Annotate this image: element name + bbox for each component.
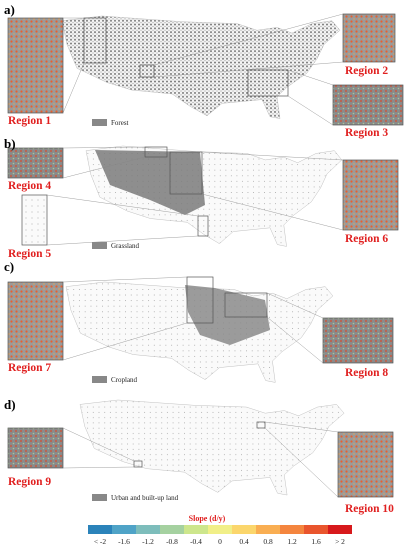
- colorbar-label: > 2: [335, 537, 345, 546]
- region-label: Region 4: [8, 180, 51, 192]
- region-label: Region 7: [8, 362, 51, 374]
- colorbar-swatch: [208, 525, 232, 534]
- colorbar-swatch: [328, 525, 352, 534]
- map: [61, 15, 341, 120]
- colorbar-label: 0.8: [263, 537, 273, 546]
- panel-d: d) Region 9 Region 10 Urban and built-up…: [4, 397, 394, 515]
- colorbar-swatch: [88, 525, 112, 534]
- region-label: Region 3: [345, 127, 388, 139]
- colorbar-label: 0: [218, 537, 222, 546]
- colorbar: Slope (d/y) < -2 -1.6 -1.2 -0.8 -0.4 0 0.4 0.8 1…: [88, 514, 352, 546]
- panel-a: a) Region 1 Region 2 Region 3 Forest: [4, 2, 404, 139]
- inset: [7, 17, 64, 114]
- colorbar-swatch: [160, 525, 184, 534]
- colorbar-swatch: [280, 525, 304, 534]
- legend-swatch: [92, 119, 107, 126]
- region-label: Region 6: [345, 233, 388, 245]
- region-label: Region 2: [345, 65, 388, 77]
- region-label: Region 10: [345, 503, 394, 515]
- inset: [342, 13, 396, 63]
- legend-label: Forest: [111, 119, 129, 127]
- legend-label: Grassland: [111, 242, 139, 250]
- legend-label: Cropland: [111, 376, 138, 384]
- colorbar-swatch: [256, 525, 280, 534]
- colorbar-swatch: [136, 525, 160, 534]
- panel-label: c): [4, 259, 14, 274]
- region-label: Region 8: [345, 367, 388, 379]
- colorbar-swatch: [184, 525, 208, 534]
- region-label: Region 1: [8, 115, 51, 127]
- colorbar-label: 1.2: [287, 537, 297, 546]
- colorbar-swatch: [304, 525, 328, 534]
- legend-label: Urban and built-up land: [111, 494, 179, 502]
- colorbar-label: -1.2: [142, 537, 154, 546]
- colorbar-label: < -2: [94, 537, 107, 546]
- colorbar-swatch: [232, 525, 256, 534]
- panel-label: d): [4, 397, 16, 412]
- panel-label: b): [4, 136, 16, 151]
- inset: [332, 84, 404, 126]
- colorbar-swatch: [112, 525, 136, 534]
- region-label: Region 5: [8, 248, 51, 260]
- panel-c: c) Region 7 Region 8 Cropland: [4, 259, 394, 384]
- panel-b: b) Region 4 Region 5 Region 6 Grassland: [4, 136, 399, 260]
- colorbar-label: -1.6: [118, 537, 130, 546]
- panel-label: a): [4, 2, 15, 17]
- colorbar-label: -0.4: [190, 537, 202, 546]
- colorbar-label: 0.4: [239, 537, 249, 546]
- colorbar-label: -0.8: [166, 537, 178, 546]
- colorbar-label: 1.6: [311, 537, 321, 546]
- region-label: Region 9: [8, 476, 51, 488]
- colorbar-title: Slope (d/y): [189, 514, 226, 523]
